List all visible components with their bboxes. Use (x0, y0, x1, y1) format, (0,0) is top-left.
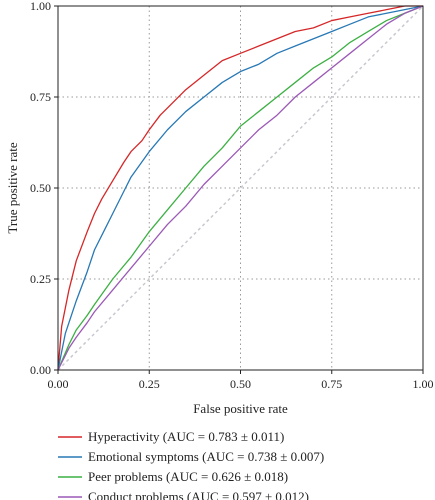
y-tick-label: 0.25 (30, 272, 51, 286)
reference-diagonal-line (57, 5, 424, 371)
legend-label-2: Emotional symptoms (AUC = 0.738 ± 0.007) (88, 449, 324, 464)
y-tick-label: 0.75 (30, 90, 51, 104)
series-line-1 (57, 5, 423, 371)
series-line-4 (57, 5, 424, 371)
series-line-2 (57, 5, 424, 371)
x-tick-label: 0.75 (321, 377, 342, 391)
legend-label-3: Peer problems (AUC = 0.626 ± 0.018) (88, 469, 288, 484)
legend: Hyperactivity (AUC = 0.783 ± 0.011) Emoti… (58, 429, 324, 500)
x-tick-label: 1.00 (413, 377, 434, 391)
legend-label-1: Hyperactivity (AUC = 0.783 ± 0.011) (88, 429, 284, 444)
y-tick-label: 0.00 (30, 363, 51, 377)
x-tick-label: 0.00 (48, 377, 69, 391)
y-tick-label: 0.50 (30, 181, 51, 195)
y-axis-title: True positive rate (5, 142, 20, 233)
x-tick-label: 0.50 (230, 377, 251, 391)
y-axis-ticks: 0.00 0.25 0.50 0.75 1.00 (30, 0, 58, 377)
y-tick-label: 1.00 (30, 0, 51, 13)
legend-label-4: Conduct problems (AUC = 0.597 ± 0.012) (88, 489, 309, 500)
series-lines (57, 5, 424, 371)
x-axis-title: False positive rate (193, 401, 288, 416)
x-axis-ticks: 0.00 0.25 0.50 0.75 1.00 (48, 370, 434, 391)
series-line-3 (57, 5, 424, 371)
x-tick-label: 0.25 (139, 377, 160, 391)
